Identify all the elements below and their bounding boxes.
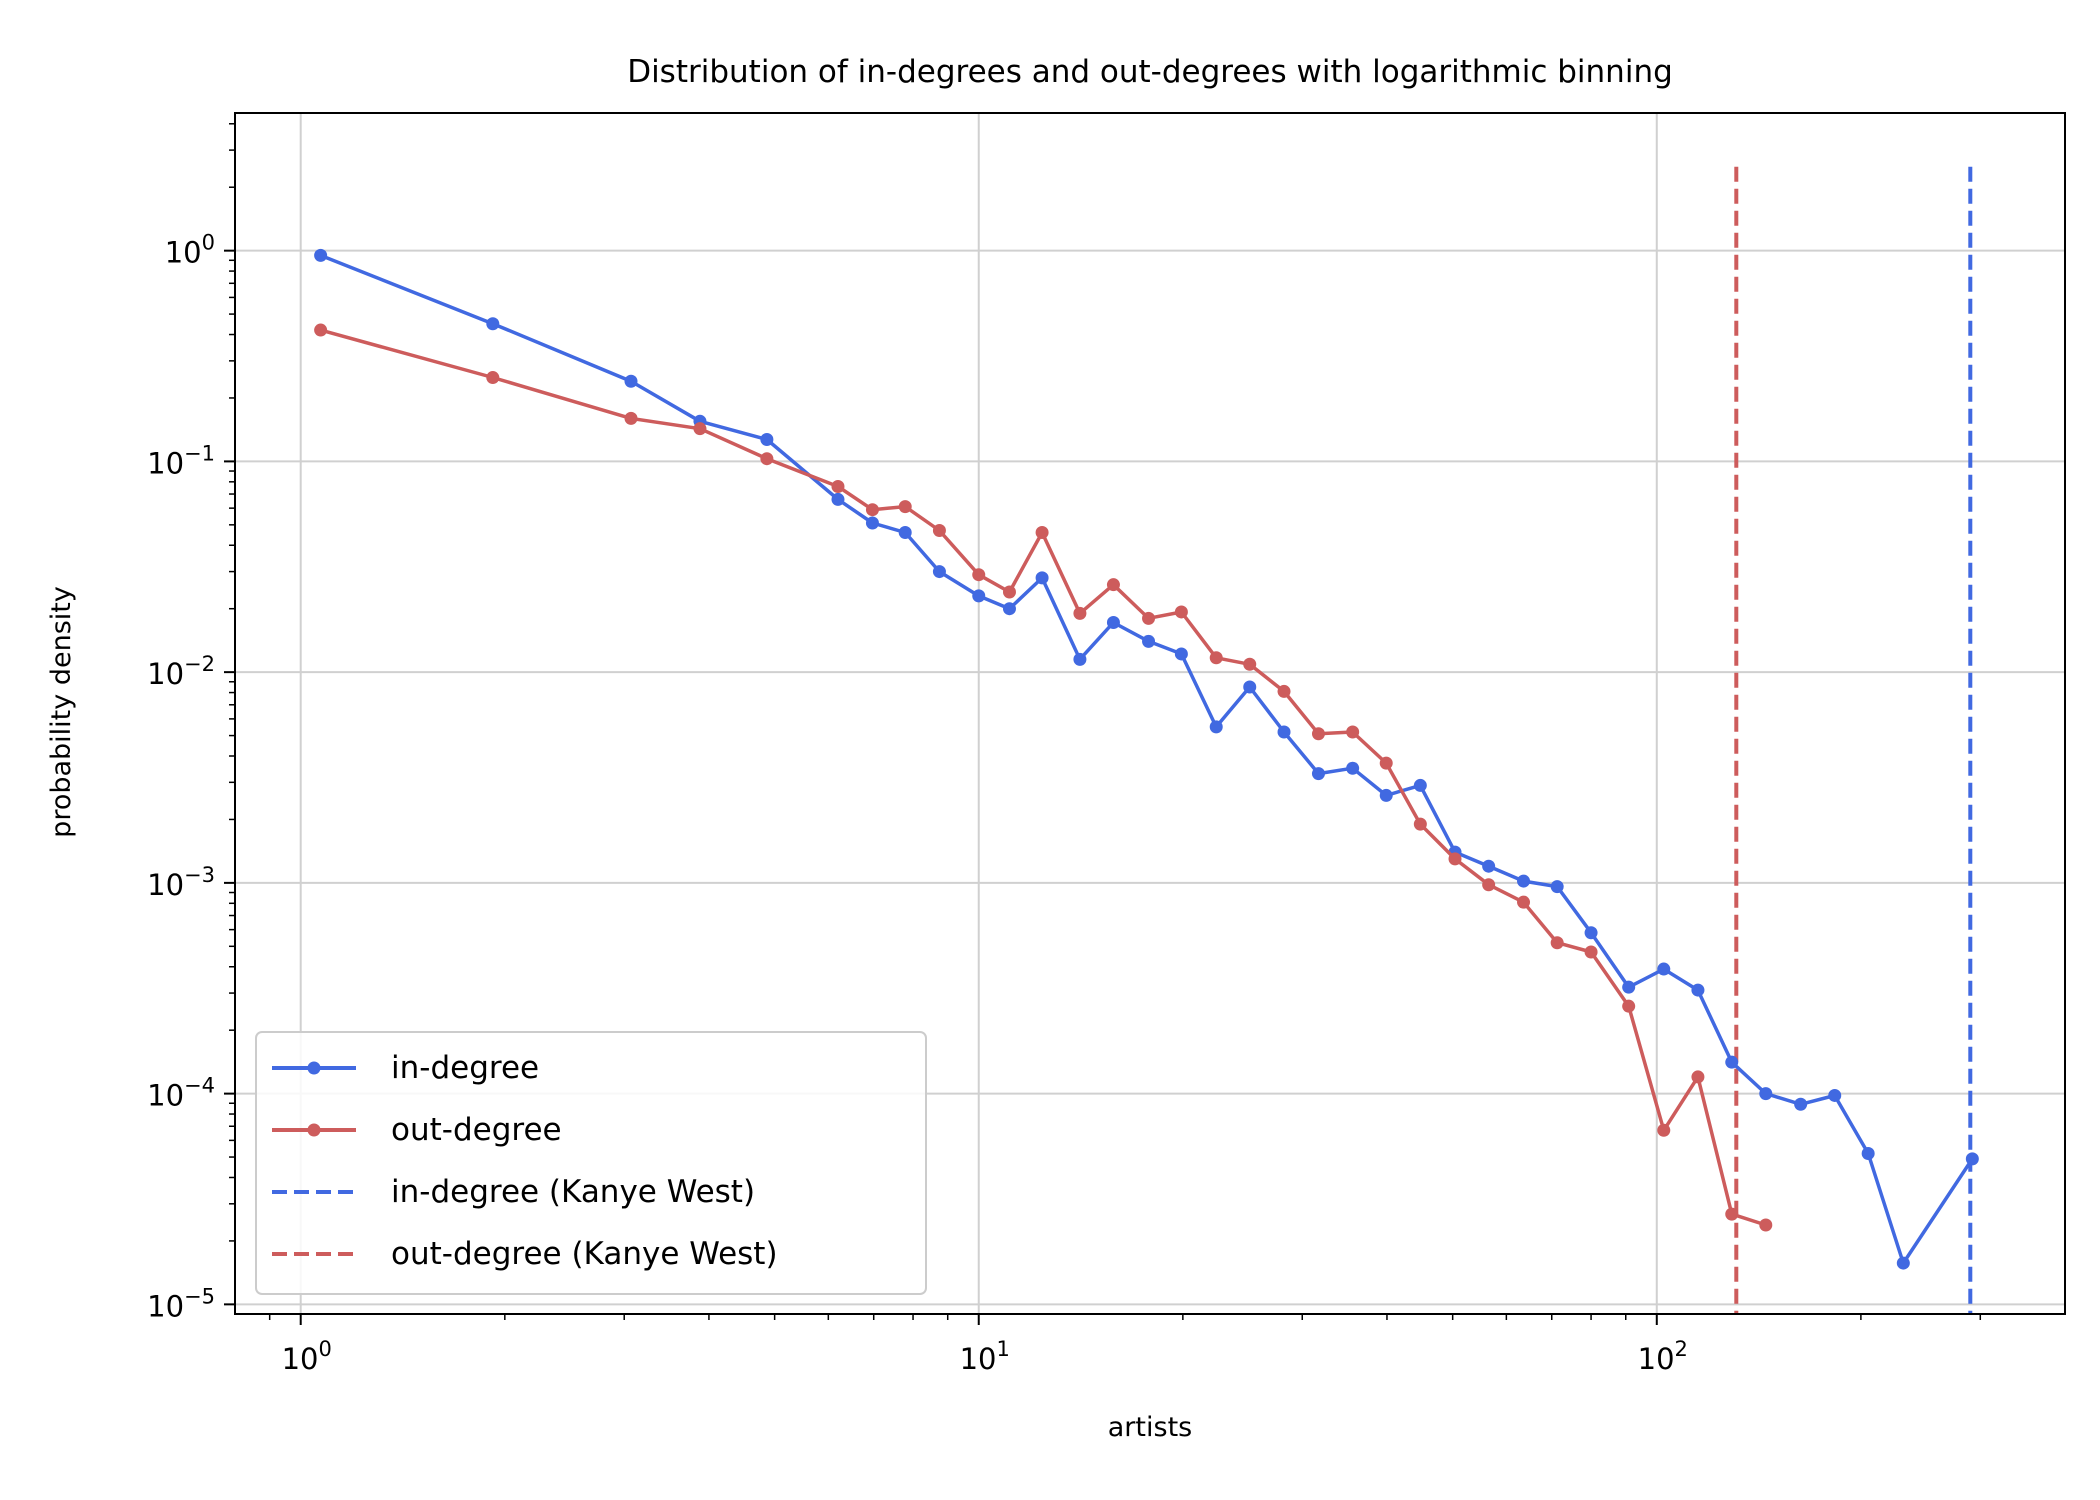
data-point-in-degree — [1142, 634, 1156, 648]
data-point-out-degree — [693, 422, 707, 436]
legend-label: in-degree — [391, 1050, 539, 1086]
x-tick-label: 100 — [282, 1337, 332, 1376]
data-point-out-degree — [1550, 936, 1564, 950]
data-point-out-degree — [1691, 1070, 1705, 1084]
data-point-in-degree — [1861, 1146, 1875, 1160]
data-point-in-degree — [1002, 602, 1016, 616]
data-point-in-degree — [1622, 980, 1636, 994]
data-point-out-degree — [1243, 657, 1257, 671]
data-point-out-degree — [624, 411, 638, 425]
legend: in-degree out-degree in-degree (Kanye West… — [255, 1031, 927, 1295]
plot-area: 100 101 102 100 10−1 10−2 10−3 10−4 10−5 in-degre… — [147, 112, 2066, 1376]
data-point-in-degree — [1035, 571, 1049, 585]
data-point-out-degree — [1035, 525, 1049, 539]
data-point-in-degree — [1725, 1055, 1739, 1069]
data-point-in-degree — [1243, 680, 1257, 694]
y-tick-label: 100 — [165, 231, 215, 270]
y-tick-label: 10−3 — [147, 863, 215, 902]
data-point-in-degree — [1550, 880, 1564, 894]
data-point-in-degree — [1209, 720, 1223, 734]
data-point-in-degree — [1828, 1088, 1842, 1102]
data-point-in-degree — [831, 492, 845, 506]
data-point-in-degree — [1277, 725, 1291, 739]
legend-label: out-degree (Kanye West) — [391, 1236, 778, 1272]
data-point-out-degree — [1622, 999, 1636, 1013]
data-point-out-degree — [1379, 756, 1393, 770]
data-point-in-degree — [1584, 926, 1598, 940]
data-point-out-degree — [1106, 578, 1120, 592]
data-point-out-degree — [1584, 945, 1598, 959]
data-point-out-degree — [1002, 585, 1016, 599]
x-tick-label: 101 — [960, 1337, 1010, 1376]
data-point-out-degree — [865, 503, 879, 517]
legend-marker — [307, 1123, 321, 1137]
data-point-in-degree — [624, 374, 638, 388]
data-point-out-degree — [1413, 817, 1427, 831]
legend-label: out-degree — [391, 1112, 562, 1148]
chart-title: Distribution of in-degrees and out-degre… — [627, 54, 1673, 90]
data-point-in-degree — [1311, 767, 1325, 781]
data-point-out-degree — [1209, 651, 1223, 665]
plot-frame — [234, 112, 2066, 1315]
x-tick-label: 102 — [1638, 1337, 1688, 1376]
data-point-in-degree — [1073, 652, 1087, 666]
data-point-out-degree — [1142, 611, 1156, 625]
data-point-out-degree — [1073, 606, 1087, 620]
data-point-in-degree — [1657, 962, 1671, 976]
data-point-out-degree — [1482, 878, 1496, 892]
data-point-out-degree — [760, 452, 774, 466]
data-point-in-degree — [1482, 859, 1496, 873]
data-point-out-degree — [1448, 852, 1462, 866]
data-point-out-degree — [1311, 727, 1325, 741]
data-point-in-degree — [865, 516, 879, 530]
data-point-out-degree — [831, 480, 845, 494]
data-point-in-degree — [1379, 788, 1393, 802]
y-tick-label: 10−2 — [147, 652, 215, 691]
x-axis-label: artists — [1108, 1412, 1192, 1443]
data-point-in-degree — [1896, 1256, 1910, 1270]
data-point-out-degree — [486, 371, 500, 385]
y-tick-label: 10−4 — [147, 1074, 215, 1113]
data-point-out-degree — [1725, 1207, 1739, 1221]
data-point-in-degree — [1965, 1152, 1979, 1166]
legend-label: in-degree (Kanye West) — [391, 1174, 755, 1210]
data-point-out-degree — [932, 523, 946, 537]
data-point-in-degree — [932, 565, 946, 579]
data-point-out-degree — [898, 500, 912, 514]
data-point-in-degree — [760, 433, 774, 447]
data-point-in-degree — [1517, 874, 1531, 888]
data-point-out-degree — [1517, 895, 1531, 909]
data-point-out-degree — [1346, 725, 1360, 739]
data-point-in-degree — [1413, 778, 1427, 792]
legend-marker — [307, 1061, 321, 1075]
data-point-in-degree — [1174, 647, 1188, 661]
data-point-in-degree — [486, 317, 500, 331]
data-point-out-degree — [1277, 684, 1291, 698]
data-point-out-degree — [1759, 1218, 1773, 1232]
data-point-in-degree — [1106, 616, 1120, 630]
data-point-in-degree — [972, 589, 986, 603]
data-point-in-degree — [314, 248, 328, 262]
data-point-in-degree — [898, 525, 912, 539]
data-point-in-degree — [1759, 1087, 1773, 1101]
data-point-out-degree — [1657, 1123, 1671, 1137]
data-point-in-degree — [1346, 761, 1360, 775]
y-tick-label: 10−5 — [147, 1284, 215, 1323]
y-axis-label: probability density — [46, 586, 77, 838]
legend-box — [255, 1031, 927, 1295]
data-point-out-degree — [972, 568, 986, 582]
data-point-out-degree — [1174, 605, 1188, 619]
data-point-in-degree — [1794, 1097, 1808, 1111]
data-point-in-degree — [1691, 983, 1705, 997]
data-point-out-degree — [314, 323, 328, 337]
y-tick-label: 10−1 — [147, 441, 215, 480]
